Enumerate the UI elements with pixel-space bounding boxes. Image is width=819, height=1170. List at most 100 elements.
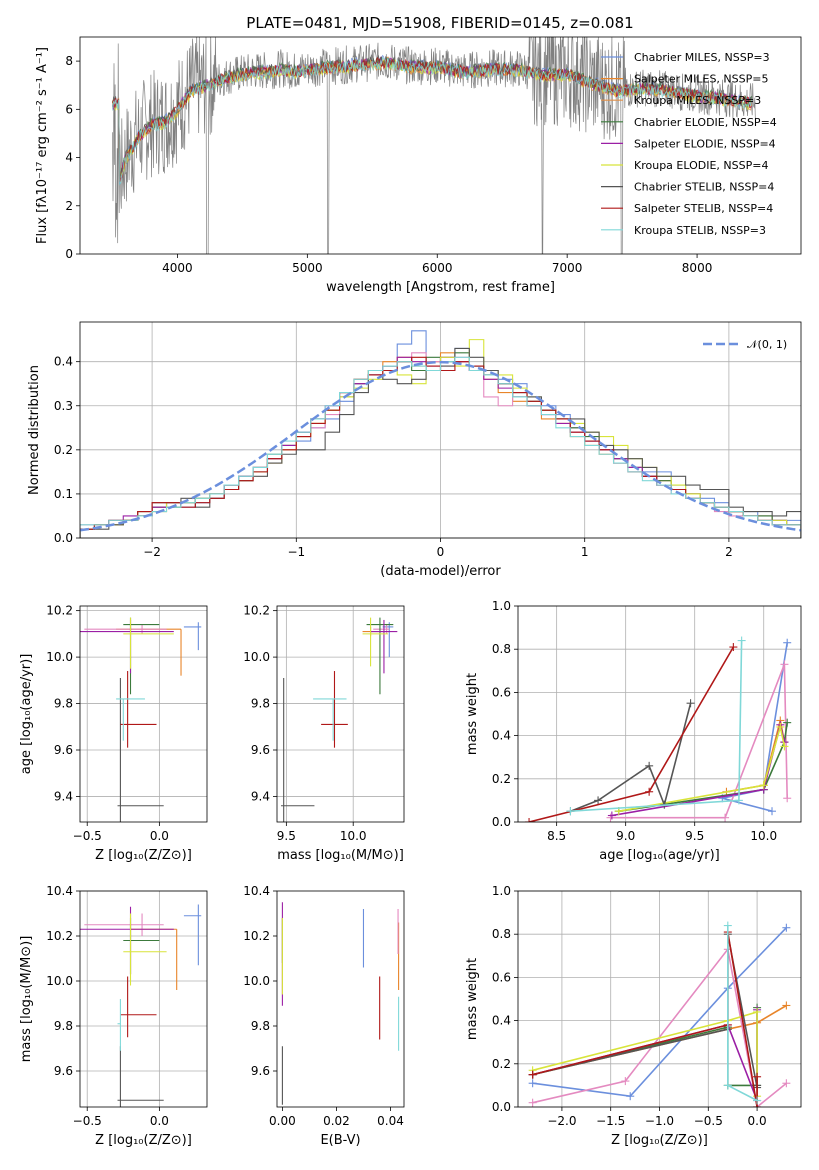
axes-frame: [276, 890, 405, 1108]
x-tick-label: −1.0: [645, 1114, 674, 1128]
y-axis-label: age [log₁₀(age/yr)]: [19, 654, 34, 775]
x-tick-label: 0.0: [150, 1114, 169, 1128]
x-tick-label: 7000: [552, 261, 583, 275]
y-tick-label: 0.6: [492, 685, 511, 699]
legend-label: Chabrier STELIB, NSSP=4: [634, 181, 774, 194]
panel-spectrum: 4000 5000 6000 7000 8000 0 2 4 6 8 wavelength [Ang…: [35, 36, 802, 295]
y-tick-label: 10.2: [46, 929, 73, 943]
plot-area: [80, 330, 801, 538]
panel-mass_vs_EBV: 0.00 0.02 0.04 9.6 9.8 10.0 10.2 10.4 E(B-V): [243, 884, 405, 1148]
x-tick-label: 4000: [162, 261, 193, 275]
y-tick-label: 0.2: [54, 443, 73, 457]
x-tick-label: 10.0: [340, 829, 367, 843]
legend-label: Salpeter STELIB, NSSP=4: [634, 202, 773, 215]
x-tick-label: 10.0: [750, 829, 777, 843]
y-tick-label: 9.6: [54, 1064, 73, 1078]
y-tick-label: 4: [65, 151, 73, 165]
panel-age_vs_Z: −0.5 0.0 9.4 9.6 9.8 10.0 10.2 Z [log₁₀(Z/Z⊙)] a…: [19, 604, 208, 863]
plot-area: [528, 921, 791, 1107]
y-tick-label: 0.1: [54, 487, 73, 501]
x-tick-label: 0.0: [150, 829, 169, 843]
y-tick-label: 0.2: [492, 1057, 511, 1071]
x-tick-label: −0.5: [73, 1114, 102, 1128]
x-tick-label: 9.5: [685, 829, 704, 843]
y-tick-label: 0.0: [492, 815, 511, 829]
axes-frame: [79, 890, 208, 1108]
panel-massweight_vs_Z: −2.0 −1.5 −1.0 −0.5 0.0 0.0 0.2 0.4 0.6 0.8 1.0 Z […: [465, 884, 802, 1148]
legend-label: Chabrier MILES, NSSP=3: [634, 51, 770, 64]
panel-age_vs_mass: 9.5 10.0 9.4 9.6 9.8 10.0 10.2 mass [log₁₀(M/M⊙…: [243, 604, 405, 863]
y-tick-label: 0.6: [492, 970, 511, 984]
axes-frame: [517, 890, 802, 1108]
x-tick-label: 8.5: [547, 829, 566, 843]
x-tick-label: −2.0: [547, 1114, 576, 1128]
x-tick-label: 2: [725, 545, 733, 559]
mass-weight-line: [726, 720, 786, 793]
legend-label: 𝒩(0, 1): [747, 338, 787, 351]
legend-label: Salpeter MILES, NSSP=5: [634, 73, 768, 86]
plot-area: [80, 617, 202, 822]
y-tick-label: 9.8: [251, 697, 270, 711]
normal-curve: [80, 360, 801, 532]
legend-label: Kroupa STELIB, NSSP=3: [634, 224, 766, 237]
y-tick-label: 8: [65, 54, 73, 68]
y-tick-label: 10.0: [243, 974, 270, 988]
legend-label: Chabrier ELODIE, NSSP=4: [634, 116, 777, 129]
y-tick-label: 10.2: [243, 604, 270, 618]
x-tick-label: 1: [581, 545, 589, 559]
x-tick-label: 9.5: [277, 829, 296, 843]
y-tick-label: 0.4: [54, 355, 73, 369]
panel-massweight_vs_age: 8.5 9.0 9.5 10.0 0.0 0.2 0.4 0.6 0.8 1.0 age [log₁…: [465, 599, 802, 863]
y-tick-label: 10.4: [46, 884, 73, 898]
y-tick-label: 10.0: [243, 650, 270, 664]
y-tick-label: 9.4: [54, 789, 73, 803]
x-tick-label: −0.5: [694, 1114, 723, 1128]
x-axis-label: E(B-V): [320, 1133, 360, 1148]
axes-frame: [79, 321, 802, 539]
y-tick-label: 10.0: [46, 650, 73, 664]
y-tick-label: 10.0: [46, 974, 73, 988]
x-tick-label: −2: [143, 545, 161, 559]
y-tick-label: 0.8: [492, 642, 511, 656]
y-tick-label: 0.8: [492, 927, 511, 941]
x-tick-label: 5000: [292, 261, 323, 275]
mass-weight-line: [618, 722, 788, 812]
y-tick-label: 0: [65, 247, 73, 261]
legend-label: Salpeter ELODIE, NSSP=4: [634, 137, 776, 150]
mass-weight-line: [532, 934, 758, 1088]
y-tick-label: 9.6: [251, 1064, 270, 1078]
x-tick-label: 0.04: [377, 1114, 404, 1128]
mass-weight-line: [532, 1010, 758, 1097]
y-tick-label: 0.2: [492, 772, 511, 786]
x-tick-label: −1.5: [596, 1114, 625, 1128]
axes-frame: [276, 605, 405, 823]
plot-area: [281, 617, 398, 822]
legend-label: Kroupa MILES, NSSP=3: [634, 94, 761, 107]
x-tick-label: 0: [437, 545, 445, 559]
x-tick-label: 8000: [682, 261, 713, 275]
y-axis-label: mass [log₁₀(M/M⊙)]: [19, 936, 34, 1063]
x-axis-label: Z [log₁₀(Z/Z⊙)]: [95, 848, 192, 863]
y-tick-label: 9.8: [54, 1019, 73, 1033]
chart-panels: 4000 5000 6000 7000 8000 0 2 4 6 8 wavelength [Ang…: [19, 36, 802, 1148]
x-tick-label: 9.0: [616, 829, 635, 843]
y-tick-label: 0.0: [54, 531, 73, 545]
x-axis-label: mass [log₁₀(M/M⊙)]: [277, 848, 404, 863]
plot-area: [525, 636, 792, 822]
mass-weight-line: [532, 927, 787, 1098]
y-tick-label: 9.6: [251, 743, 270, 757]
y-tick-label: 0.4: [492, 729, 511, 743]
panel-mass_vs_Z: −0.5 0.0 9.6 9.8 10.0 10.2 10.4 Z [log₁₀(Z/Z⊙)]…: [19, 884, 208, 1148]
axes-frame: [79, 36, 802, 255]
plot-area: [112, 37, 756, 254]
y-axis-label: mass weight: [465, 958, 480, 1040]
y-tick-label: 1.0: [492, 884, 511, 898]
legend-label: Kroupa ELODIE, NSSP=4: [634, 159, 768, 172]
x-axis-label: Z [log₁₀(Z/Z⊙)]: [611, 1133, 708, 1148]
y-axis-label: Flux [fλ10⁻¹⁷ erg cm⁻² s⁻¹ A⁻¹]: [35, 47, 50, 244]
x-tick-label: 0.02: [323, 1114, 350, 1128]
model-spectrum: [112, 56, 753, 186]
axes-frame: [79, 605, 208, 823]
mass-weight-line: [618, 726, 786, 812]
